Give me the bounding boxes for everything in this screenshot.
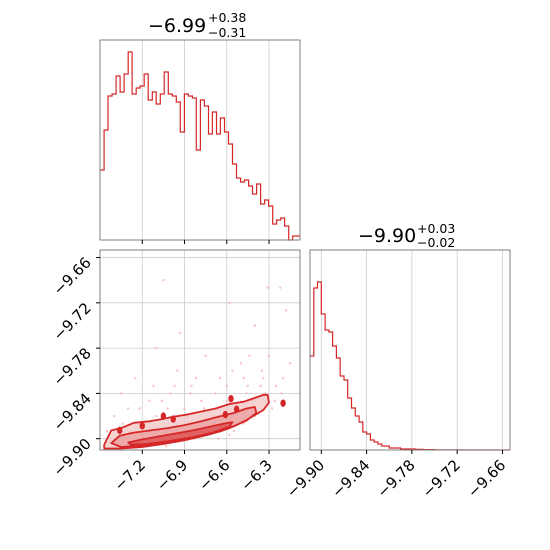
scatter-point xyxy=(105,429,109,433)
scatter-point xyxy=(225,399,228,403)
scatter-point xyxy=(225,384,228,388)
scatter-point xyxy=(126,407,130,410)
scatter-point xyxy=(194,377,197,380)
scatter-point xyxy=(281,377,285,380)
scatter-point xyxy=(169,392,172,395)
y-tick-label: −9.90 xyxy=(50,435,95,480)
scatter-point xyxy=(183,407,186,410)
x-tick-label: −9.72 xyxy=(419,456,464,501)
axes-frame-param1 xyxy=(99,39,301,241)
scatter-point xyxy=(173,384,176,388)
y-tick-label: −9.66 xyxy=(50,254,95,299)
scatter-point xyxy=(228,301,231,305)
contour-island xyxy=(160,412,167,420)
scatter-point xyxy=(263,392,266,395)
scatter-point xyxy=(259,384,262,388)
scatter-point xyxy=(188,392,192,395)
scatter-point xyxy=(190,384,193,388)
y-tick-label: −9.72 xyxy=(50,299,95,344)
marginal-param1-title: −6.99 xyxy=(148,15,206,37)
scatter-point xyxy=(179,331,182,335)
scatter-point xyxy=(155,414,158,418)
scatter-point xyxy=(217,437,220,440)
x-tick-label: −6.3 xyxy=(237,456,275,494)
scatter-point xyxy=(218,377,221,380)
scatter-point xyxy=(267,354,271,357)
marginal-param1-title-lower: −0.31 xyxy=(208,25,246,40)
x-tick-label: −9.90 xyxy=(283,456,328,501)
marginal-param2-title: −9.90 xyxy=(358,225,416,247)
x-tick-label: −6.6 xyxy=(195,456,233,494)
histogram-param1 xyxy=(100,51,300,241)
x-tick-label: −6.9 xyxy=(153,456,191,494)
marginal-param2-title-lower: −0.02 xyxy=(417,235,455,250)
scatter-point xyxy=(274,384,278,388)
scatter-point xyxy=(231,369,234,372)
contour-island xyxy=(280,399,286,407)
scatter-point xyxy=(266,286,269,289)
scatter-point xyxy=(245,392,248,395)
contour-island xyxy=(170,415,176,423)
scatter-point xyxy=(288,362,292,365)
axes-frame-param2 xyxy=(309,249,511,451)
scatter-point xyxy=(284,309,288,312)
scatter-point xyxy=(262,377,265,380)
scatter-point xyxy=(239,362,243,365)
scatter-point xyxy=(280,392,283,395)
x-tick-label: −7.2 xyxy=(111,456,149,494)
scatter-point xyxy=(134,377,137,380)
contour-island xyxy=(233,405,240,413)
contour-island xyxy=(117,426,123,435)
contour-island xyxy=(222,410,229,419)
scatter-point xyxy=(164,445,168,448)
x-tick-label: −9.66 xyxy=(464,456,509,501)
scatter-point xyxy=(121,422,124,425)
y-tick-label: −9.84 xyxy=(50,389,95,434)
scatter-point xyxy=(112,414,116,418)
x-tick-label: −9.78 xyxy=(373,456,418,501)
scatter-point xyxy=(273,399,276,403)
marginal-param1-title-upper: +0.38 xyxy=(208,10,246,25)
scatter-point xyxy=(253,324,257,327)
scatter-point xyxy=(152,384,155,388)
scatter-point xyxy=(232,429,236,433)
scatter-point xyxy=(155,346,158,350)
axes-frame-joint xyxy=(99,249,301,451)
scatter-point xyxy=(204,354,207,357)
scatter-point xyxy=(166,407,169,410)
scatter-point xyxy=(242,377,245,380)
y-tick-label: −9.78 xyxy=(50,344,95,389)
scatter-point xyxy=(214,392,217,395)
scatter-point xyxy=(279,286,282,289)
scatter-point xyxy=(160,399,164,403)
x-tick-label: −9.84 xyxy=(328,456,373,501)
contour-island xyxy=(228,394,234,403)
contour-inner xyxy=(127,421,234,446)
scatter-point xyxy=(248,354,251,357)
scatter-point xyxy=(260,369,264,372)
scatter-point xyxy=(270,407,274,410)
scatter-point xyxy=(148,399,151,403)
scatter-point xyxy=(228,433,231,437)
histogram-param2 xyxy=(310,281,510,451)
marginal-param2-title-upper: +0.03 xyxy=(417,221,455,236)
scatter-point xyxy=(162,278,165,282)
contour-island xyxy=(139,422,145,430)
scatter-point xyxy=(119,392,123,395)
scatter-point xyxy=(246,384,250,388)
scatter-point xyxy=(176,369,179,372)
scatter-point xyxy=(200,399,203,403)
scatter-point xyxy=(203,407,206,410)
scatter-point xyxy=(138,407,141,410)
